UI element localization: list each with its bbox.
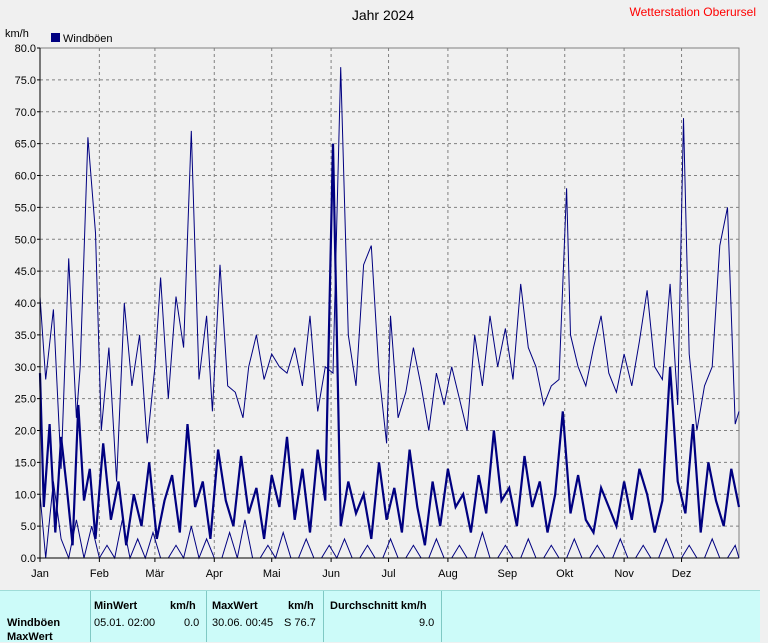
- y-tick-label: 80.0: [15, 43, 36, 55]
- x-tick-label: Feb: [90, 568, 109, 580]
- y-tick-label: 55.0: [15, 202, 36, 214]
- legend-swatch: [51, 33, 60, 42]
- y-axis-unit: km/h: [5, 28, 29, 40]
- summary-row-label-2: MaxWert: [7, 631, 53, 643]
- x-tick-label: Okt: [556, 568, 573, 580]
- max-time: 30.06. 00:45: [212, 617, 274, 629]
- x-tick-label: Jul: [382, 568, 396, 580]
- summary-table: Windböen MaxWert MinWert km/h 05.01. 02:…: [0, 590, 760, 643]
- y-tick-label: 5.0: [21, 521, 36, 533]
- y-tick-label: 15.0: [15, 457, 36, 469]
- y-tick-label: 45.0: [15, 266, 36, 278]
- y-tick-label: 10.0: [15, 489, 36, 501]
- x-tick-label: Sep: [497, 568, 517, 580]
- y-tick-label: 75.0: [15, 75, 36, 87]
- x-tick-label: Apr: [206, 568, 223, 580]
- summary-separator: [441, 591, 442, 642]
- series-line-0: [39, 67, 740, 482]
- summary-row-label: Windböen: [7, 617, 61, 629]
- y-tick-label: 35.0: [15, 330, 36, 342]
- x-tick-label: Dez: [672, 568, 692, 580]
- y-tick-label: 70.0: [15, 107, 36, 119]
- y-axis-ticks: 0.0 5.0 10.0 15.0 20.0 25.0 30.0 35.0 40.0 45.0 50…: [15, 43, 40, 565]
- y-tick-label: 30.0: [15, 362, 36, 374]
- y-tick-label: 60.0: [15, 171, 36, 183]
- min-time: 05.01. 02:00: [94, 617, 156, 629]
- legend-label: Windböen: [63, 33, 113, 45]
- chart-area: Jahr 2024 Wetterstation Oberursel km/h W…: [5, 5, 757, 580]
- series-line-1: [38, 143, 741, 546]
- station-name: Wetterstation Oberursel: [630, 5, 757, 19]
- y-tick-label: 20.0: [15, 426, 36, 438]
- chart-title: Jahr 2024: [352, 7, 414, 23]
- grid-lines: [40, 48, 739, 558]
- x-tick-label: Mär: [145, 568, 164, 580]
- summary-separator: [206, 591, 207, 642]
- min-header: MinWert: [94, 600, 138, 612]
- avg-value: 9.0: [419, 617, 435, 629]
- x-axis-ticks: Jan Feb Mär Apr Mai Jun Jul Aug Sep Okt Nov Dez: [31, 558, 691, 580]
- y-tick-label: 65.0: [15, 139, 36, 151]
- min-value: 0.0: [184, 617, 200, 629]
- series-group: [38, 67, 741, 560]
- y-tick-label: 40.0: [15, 298, 36, 310]
- max-value: S 76.7: [284, 617, 316, 629]
- y-tick-label: 50.0: [15, 234, 36, 246]
- max-header: MaxWert: [212, 600, 258, 612]
- min-unit: km/h: [170, 600, 196, 612]
- x-tick-label: Jan: [31, 568, 49, 580]
- summary-separator: [323, 591, 324, 642]
- y-tick-label: 25.0: [15, 394, 36, 406]
- summary-separator: [90, 591, 91, 642]
- x-tick-label: Mai: [263, 568, 281, 580]
- max-unit: km/h: [288, 600, 314, 612]
- y-tick-label: 0.0: [21, 553, 36, 565]
- avg-header: Durchschnitt km/h: [330, 600, 427, 612]
- series-line-2: [39, 481, 740, 560]
- x-tick-label: Aug: [438, 568, 458, 580]
- x-tick-label: Jun: [322, 568, 340, 580]
- x-tick-label: Nov: [614, 568, 634, 580]
